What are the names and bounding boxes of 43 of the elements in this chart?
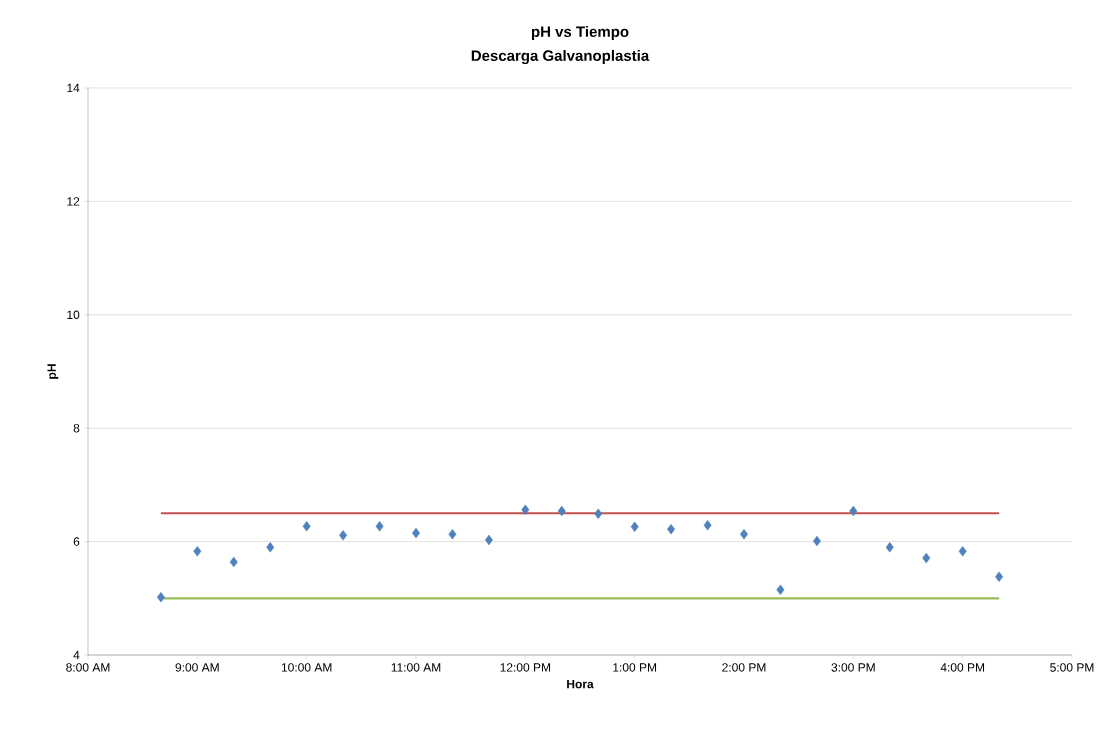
point [776,584,785,595]
x-tick-label: 11:00 AM [391,663,441,672]
point [812,535,821,547]
point [922,552,931,564]
y-tick-label: 14 [67,83,80,93]
y-tick-label: 4 [73,650,80,660]
point [594,508,603,520]
point [557,505,566,517]
y-tick-label: 6 [73,537,80,546]
x-tick-label: 5:00 PM [1050,663,1094,672]
x-tick-label: 2:00 PM [722,663,766,672]
x-axis-title: Hora [567,679,594,689]
x-tick-label: 4:00 PM [940,663,985,672]
point [193,546,202,557]
point [448,529,457,540]
x-tick-label: 12:00 PM [500,663,551,672]
y-tick-label: 10 [67,310,80,320]
point [521,504,530,516]
x-tick-label: 3:00 PM [831,663,875,672]
point [849,505,858,517]
chart-subtitle: Descarga Galvanoplastia [471,49,650,65]
y-tick-label: 12 [67,197,80,206]
point [302,521,311,532]
point [156,591,165,603]
x-tick-label: 10:00 AM [281,663,332,672]
point [339,530,348,541]
point [703,519,712,531]
point [995,571,1004,582]
point [958,546,967,557]
x-tick-label: 1:00 PM [613,663,657,672]
point [484,534,493,546]
y-tick-label: 8 [73,423,80,433]
point [630,521,639,533]
point [266,542,275,553]
x-tick-label: 9:00 AM [175,663,219,672]
chart-title: pH vs Tiempo [531,25,629,40]
x-tick-label: 8:00 AM [66,663,110,672]
point [667,523,676,535]
point [375,521,384,532]
point [885,542,894,553]
y-axis-title: pH [47,364,59,379]
point [229,556,238,568]
point [740,529,748,540]
